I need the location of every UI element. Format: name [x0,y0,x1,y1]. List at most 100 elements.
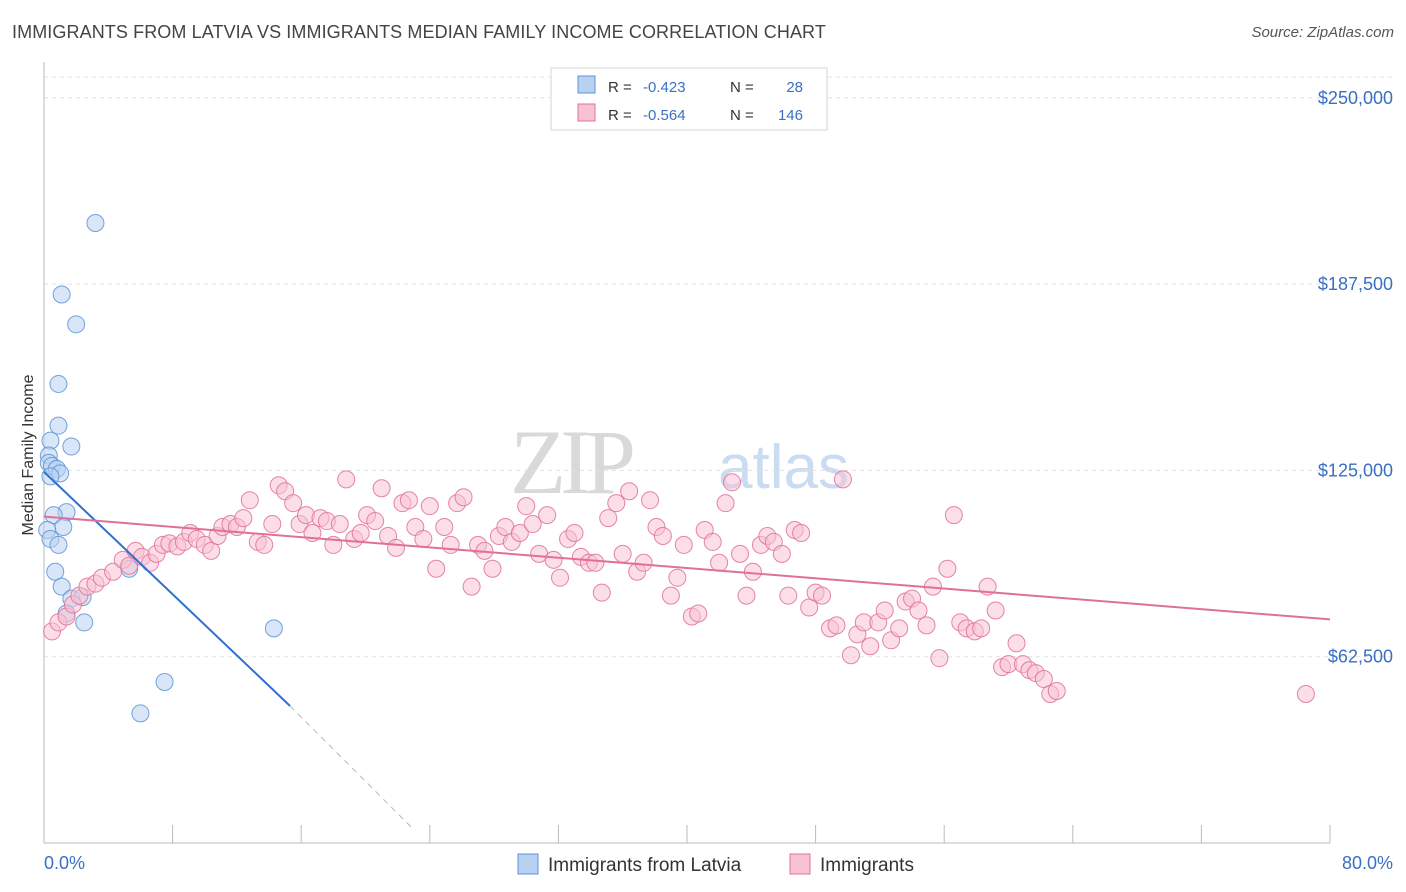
data-point [351,523,370,542]
data-point [462,577,481,596]
data-point [264,619,283,638]
data-point [427,559,446,578]
data-point [674,535,693,554]
legend-n-label: N = [730,107,754,124]
data-point [890,619,909,638]
y-tick-label: $62,500 [1328,647,1393,667]
data-point [131,704,150,723]
data-point [551,568,570,587]
legend-swatch-latvia [577,75,596,94]
data-point [54,518,73,537]
data-point [483,559,502,578]
data-point [234,509,253,528]
data-point [46,562,65,581]
data-point [41,467,60,486]
data-point [49,374,68,393]
axes [43,62,1331,844]
data-point [67,315,86,334]
data-point [1296,684,1315,703]
data-point [49,535,68,554]
data-point [1007,634,1026,653]
data-point [620,482,639,501]
data-point [599,509,618,528]
legend-r-label: R = [608,79,632,96]
data-point [284,494,303,513]
data-point [414,529,433,548]
data-point [743,562,762,581]
x-tick-label-left: 0.0% [44,853,85,873]
series-immigrants [43,470,1315,703]
data-point [49,416,68,435]
data-point [944,506,963,525]
data-point [592,583,611,602]
data-point [202,541,221,560]
data-point [716,494,735,513]
legend-bottom-swatch-immigrants [789,853,811,875]
data-point [44,506,63,525]
data-point [52,577,71,596]
data-point [813,586,832,605]
trendline-latvia [43,471,291,707]
legend-bottom-label-latvia: Immigrants from Latvia [548,855,742,876]
y-axis-label: Median Family Income [20,374,37,535]
legend-series: Immigrants from Latvia Immigrants [517,853,914,876]
data-point [155,673,174,692]
data-point [668,568,687,587]
data-point [337,470,356,489]
data-point [972,619,991,638]
legend-n-label: N = [730,79,754,96]
data-point [661,586,680,605]
data-point [792,523,811,542]
data-point [120,556,139,575]
data-point [366,512,385,531]
data-point [703,532,722,551]
data-point [420,497,439,516]
data-point [565,523,584,542]
data-point [710,553,729,572]
data-point [607,494,626,513]
data-point [538,506,557,525]
series-immigrants-from-latvia [38,213,283,723]
data-point [255,535,274,554]
data-point [634,553,653,572]
y-tick-label: $125,000 [1318,460,1393,480]
data-point [731,544,750,563]
x-tick-labels: 0.0% 80.0% [44,853,1393,873]
data-point [586,553,605,572]
data-point [875,601,894,620]
trendline-immigrants [43,515,1331,621]
legend-r-value: -0.564 [643,107,686,124]
data-point [263,515,282,534]
data-point [861,637,880,656]
data-point [723,473,742,492]
data-point [779,586,798,605]
data-point [62,437,81,456]
data-point [75,613,94,632]
data-point [986,601,1005,620]
data-point [510,523,529,542]
data-point [240,491,259,510]
data-point [909,601,928,620]
data-point [641,491,660,510]
legend-r-value: -0.423 [643,79,686,96]
y-tick-labels: $62,500 $125,000 $187,500 $250,000 [1318,88,1393,667]
data-point [930,649,949,668]
legend-bottom-label-immigrants: Immigrants [820,855,914,876]
trendline-latvia-extension [289,705,415,830]
y-tick-label: $250,000 [1318,88,1393,108]
data-point [517,497,536,516]
trendlines [43,471,1331,830]
data-point [330,515,349,534]
x-tick-label-right: 80.0% [1342,853,1393,873]
data-point [441,535,460,554]
data-point [523,515,542,534]
data-point [1047,681,1066,700]
data-point [827,616,846,635]
data-point [372,479,391,498]
y-tick-label: $187,500 [1318,274,1393,294]
data-point [737,586,756,605]
data-point [454,488,473,507]
data-point [104,562,123,581]
data-point [833,470,852,489]
